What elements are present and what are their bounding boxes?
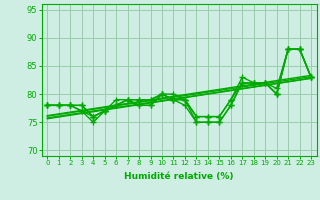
X-axis label: Humidité relative (%): Humidité relative (%) xyxy=(124,172,234,181)
